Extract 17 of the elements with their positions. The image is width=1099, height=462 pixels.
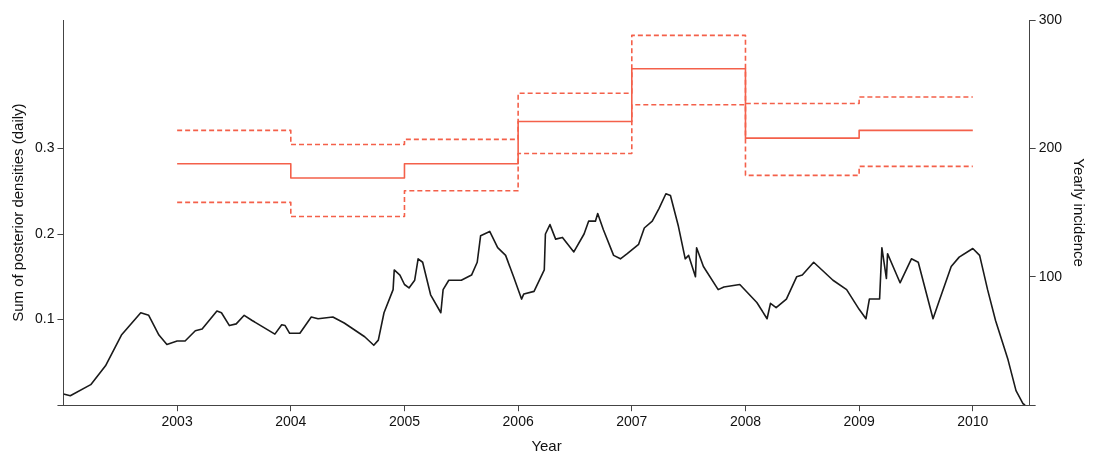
x-tick-label: 2008 (729, 413, 762, 430)
x-tick-label: 2006 (502, 413, 534, 430)
x-tick-label: 2009 (843, 413, 875, 430)
y2-axis-title: Yearly incidence (1070, 158, 1088, 267)
x-tick-label: 2010 (957, 413, 989, 430)
x-tick-label: 2003 (161, 413, 193, 430)
y-tick-label: 0.3 (34, 139, 55, 156)
y-tick-label: 0.2 (34, 224, 55, 241)
y2-tick-label: 200 (1038, 139, 1063, 156)
y2-tick-label: 100 (1038, 267, 1063, 284)
x-tick-label: 2005 (388, 413, 421, 430)
x-axis-title: Year (531, 437, 562, 455)
y-tick-label: 0.1 (34, 310, 55, 327)
x-tick-label: 2007 (616, 413, 648, 430)
y-axis-title: Sum of posterior densities (daily) (9, 103, 27, 322)
x-tick-label: 2004 (275, 413, 307, 430)
y2-tick-label: 300 (1038, 10, 1063, 27)
